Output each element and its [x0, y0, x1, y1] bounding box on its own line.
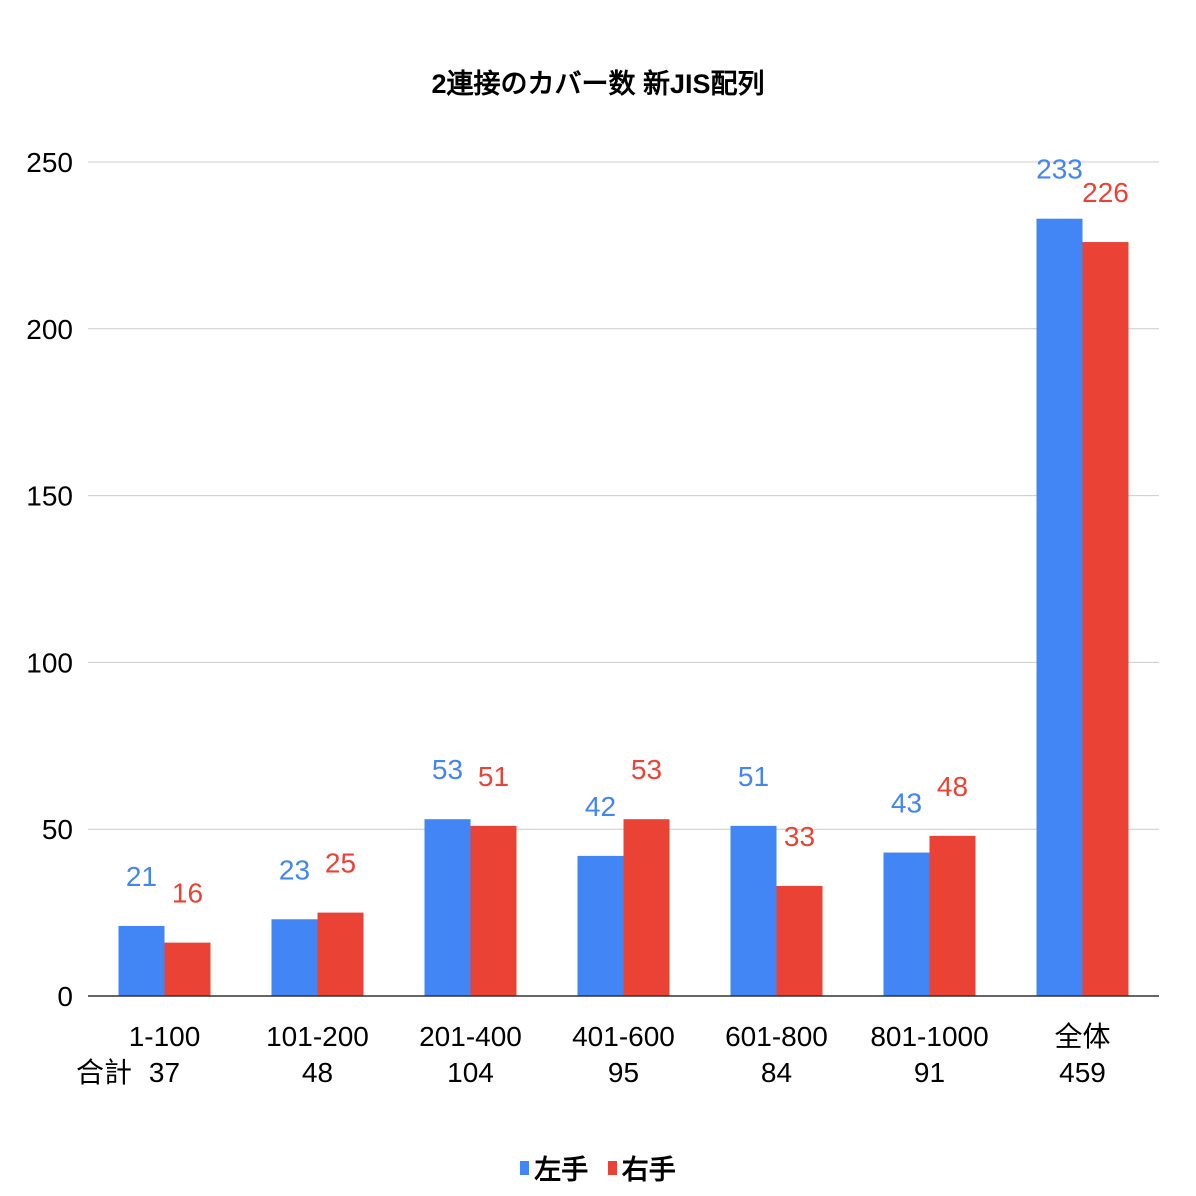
data-label: 53 [631, 754, 662, 785]
data-label: 16 [172, 878, 203, 909]
legend-label-right-hand: 右手 [621, 1155, 676, 1185]
data-label: 33 [784, 821, 815, 852]
bar-left-hand [577, 855, 624, 996]
bar-left-hand [271, 919, 318, 996]
bar-left-hand [730, 825, 777, 996]
x-tick-sublabel: 84 [761, 1057, 792, 1088]
x-tick-label: 801-1000 [870, 1021, 988, 1052]
x-tick-label: 101-200 [266, 1021, 369, 1052]
bar-right-hand [470, 825, 517, 996]
data-label: 25 [325, 848, 356, 879]
legend-swatch-right-hand [607, 1160, 617, 1175]
x-sublabel-title: 合計 [76, 1057, 132, 1088]
data-label: 48 [937, 771, 968, 802]
x-axis-labels: 1-100 37 101-200 48 201-400 104 401-600 95 601-8… [76, 1021, 1111, 1088]
x-tick-sublabel: 48 [302, 1057, 333, 1088]
x-tick-sublabel: 459 [1059, 1057, 1106, 1088]
x-tick-sublabel: 104 [447, 1057, 494, 1088]
legend-item-right-hand: 右手 [607, 1148, 676, 1187]
legend-item-left-hand: 左手 [520, 1148, 588, 1187]
y-tick-label: 200 [26, 314, 73, 345]
y-tick-label: 150 [26, 481, 73, 512]
x-tick-sublabel: 95 [608, 1057, 639, 1088]
bar-right-hand [1082, 242, 1129, 997]
y-axis-ticks: 0 50 100 150 200 250 [26, 147, 73, 1012]
data-label: 51 [738, 761, 769, 792]
x-tick-sublabel: 37 [149, 1057, 180, 1088]
gridlines [88, 161, 1159, 830]
x-tick-label: 601-800 [725, 1021, 828, 1052]
bar-left-hand [1036, 218, 1083, 996]
data-label: 42 [585, 791, 616, 822]
bar-right-hand [317, 912, 364, 996]
bar-left-hand [883, 852, 930, 996]
chart-title: 2連接のカバー数 新JIS配列 [431, 69, 765, 99]
x-tick-label: 全体 [1054, 1021, 1110, 1052]
y-tick-label: 100 [26, 647, 73, 678]
x-tick-label: 1-100 [129, 1021, 201, 1052]
bar-left-hand [118, 925, 165, 996]
bar-right-hand [929, 835, 976, 996]
y-tick-label: 50 [42, 814, 73, 845]
bar-right-hand [776, 885, 823, 996]
x-tick-sublabel: 91 [914, 1057, 945, 1088]
bar-right-hand [623, 819, 670, 996]
data-label: 226 [1082, 177, 1129, 208]
data-label: 23 [279, 854, 310, 885]
data-label: 233 [1036, 154, 1083, 185]
data-label: 53 [432, 754, 463, 785]
y-tick-label: 0 [57, 981, 73, 1012]
legend-swatch-left-hand [520, 1160, 530, 1175]
bar-left-hand [424, 819, 471, 996]
x-tick-label: 201-400 [419, 1021, 522, 1052]
bar-right-hand [164, 942, 211, 996]
data-label: 43 [891, 788, 922, 819]
legend-label-left-hand: 左手 [534, 1155, 589, 1185]
y-tick-label: 250 [26, 147, 73, 178]
bars [118, 218, 1129, 997]
x-tick-label: 401-600 [572, 1021, 675, 1052]
legend: 左手 右手 [0, 1148, 1196, 1187]
data-label: 51 [478, 761, 509, 792]
data-label: 21 [126, 861, 157, 892]
